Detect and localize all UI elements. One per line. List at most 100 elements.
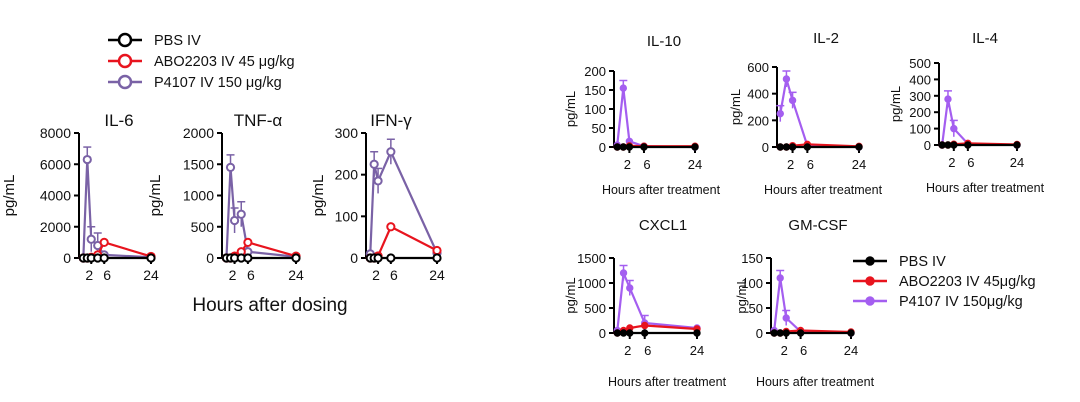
data-point — [236, 209, 246, 219]
data-point — [782, 329, 790, 337]
x-tick-label: 24 — [143, 267, 159, 283]
y-axis-label: pg/mL — [563, 277, 578, 313]
chart-panel-tnf-: TNF-α pg/mL 0 500 1000 1500 2000 2 6 24 — [147, 111, 304, 283]
series-0 — [613, 329, 701, 337]
series-2 — [770, 269, 855, 337]
y-tick-label: 2000 — [183, 125, 214, 141]
series-0 — [776, 143, 863, 151]
data-point — [619, 329, 628, 337]
x-tick-label: 24 — [852, 157, 866, 172]
data-point — [613, 143, 621, 151]
chart-panel-il-2: IL-2 pg/mL 0 200 400 600 2 6 24 Hours after treat… — [728, 30, 883, 197]
series-2 — [613, 264, 701, 335]
y-tick-label: 150 — [741, 251, 763, 266]
y-tick-label: 200 — [747, 113, 769, 128]
x-tick-label: 6 — [247, 267, 255, 283]
data-point — [803, 143, 812, 151]
x-tick-label: 24 — [288, 267, 304, 283]
series-0 — [365, 253, 442, 263]
y-tick-label: 2000 — [40, 219, 71, 235]
x-axis-label: Hours after treatment — [602, 183, 721, 197]
x-tick-label: 6 — [390, 267, 398, 283]
legend-item: ABO2203 IV 45μg/kg — [853, 274, 1036, 290]
data-point — [788, 96, 797, 105]
data-point — [146, 253, 156, 263]
data-point — [693, 329, 701, 337]
series-0 — [938, 141, 1021, 149]
y-tick-label: 400 — [747, 87, 769, 102]
data-point — [99, 237, 109, 247]
series-2 — [78, 146, 156, 263]
y-tick-label: 100 — [335, 208, 359, 224]
data-point — [619, 143, 628, 151]
y-tick-label: 0 — [350, 250, 358, 266]
data-point — [788, 143, 797, 151]
data-point — [776, 109, 784, 118]
legend-item: P4107 IV 150μg/kg — [853, 294, 1023, 310]
y-tick-label: 150 — [584, 83, 606, 98]
legend-label: PBS IV — [899, 254, 946, 270]
y-tick-label: 500 — [191, 219, 215, 235]
x-tick-label: 24 — [688, 157, 702, 172]
x-tick-label: 24 — [429, 267, 445, 283]
y-tick-label: 1000 — [577, 276, 606, 291]
y-tick-label: 300 — [909, 89, 931, 104]
chart-panel-cxcl1: CXCL1 pg/mL 0 500 1000 1500 2 6 24 Hours after tr… — [563, 217, 727, 389]
data-point — [432, 253, 442, 263]
data-point — [432, 245, 442, 256]
data-point — [619, 269, 628, 277]
data-point — [82, 154, 92, 165]
y-tick-label: 100 — [741, 276, 763, 291]
legend-marker — [117, 53, 133, 69]
legend-item: ABO2203 IV 45 μg/kg — [108, 53, 295, 70]
x-tick-label: 6 — [644, 343, 651, 358]
legend-right: PBS IV ABO2203 IV 45μg/kg P4107 IV 150μg/k… — [853, 254, 1036, 310]
legend-marker — [865, 296, 875, 306]
y-tick-label: 500 — [909, 56, 931, 71]
x-tick-label: 2 — [372, 267, 380, 283]
data-point — [86, 234, 96, 244]
legend-item: PBS IV — [853, 254, 946, 270]
y-axis-label: pg/mL — [310, 175, 327, 217]
y-axis-label: pg/mL — [563, 91, 578, 127]
series-0 — [78, 253, 156, 263]
panel-title: GM-CSF — [788, 217, 847, 234]
x-tick-label: 6 — [807, 157, 814, 172]
data-point — [950, 141, 958, 149]
panel-title: IFN-γ — [370, 111, 412, 130]
y-tick-label: 200 — [584, 64, 606, 79]
y-tick-label: 0 — [924, 138, 931, 153]
data-point — [776, 329, 784, 337]
series-line — [225, 167, 297, 259]
y-tick-label: 1500 — [183, 156, 214, 172]
y-tick-label: 0 — [599, 326, 606, 341]
y-axis-label: pg/mL — [147, 175, 164, 217]
legend-label: P4107 IV 150 μg/kg — [154, 75, 282, 91]
data-point — [782, 143, 791, 151]
y-tick-label: 100 — [909, 122, 931, 137]
series-0 — [613, 143, 699, 151]
data-point — [99, 253, 109, 263]
data-point — [776, 274, 784, 282]
legend-label: ABO2203 IV 45μg/kg — [899, 274, 1036, 290]
series-0 — [770, 329, 855, 337]
data-point — [641, 329, 649, 337]
panel-title: IL-10 — [647, 33, 681, 50]
x-tick-label: 6 — [800, 343, 807, 358]
x-tick-label: 2 — [229, 267, 237, 283]
legend-marker — [117, 32, 133, 48]
data-point — [847, 329, 855, 337]
series-2 — [776, 70, 863, 151]
data-point — [796, 329, 805, 337]
data-point — [1013, 141, 1021, 149]
x-tick-label: 24 — [690, 343, 704, 358]
legend-left: PBS IV ABO2203 IV 45 μg/kg P4107 IV 150 μg… — [108, 32, 295, 91]
data-point — [776, 143, 784, 151]
legend-marker — [865, 276, 875, 286]
series-2 — [938, 90, 1021, 149]
legend-marker — [117, 74, 133, 90]
x-tick-label: 2 — [624, 343, 631, 358]
chart-panel-il-6: IL-6 pg/mL 0 2000 4000 6000 8000 2 6 24 — [1, 111, 159, 283]
data-point — [691, 143, 699, 151]
